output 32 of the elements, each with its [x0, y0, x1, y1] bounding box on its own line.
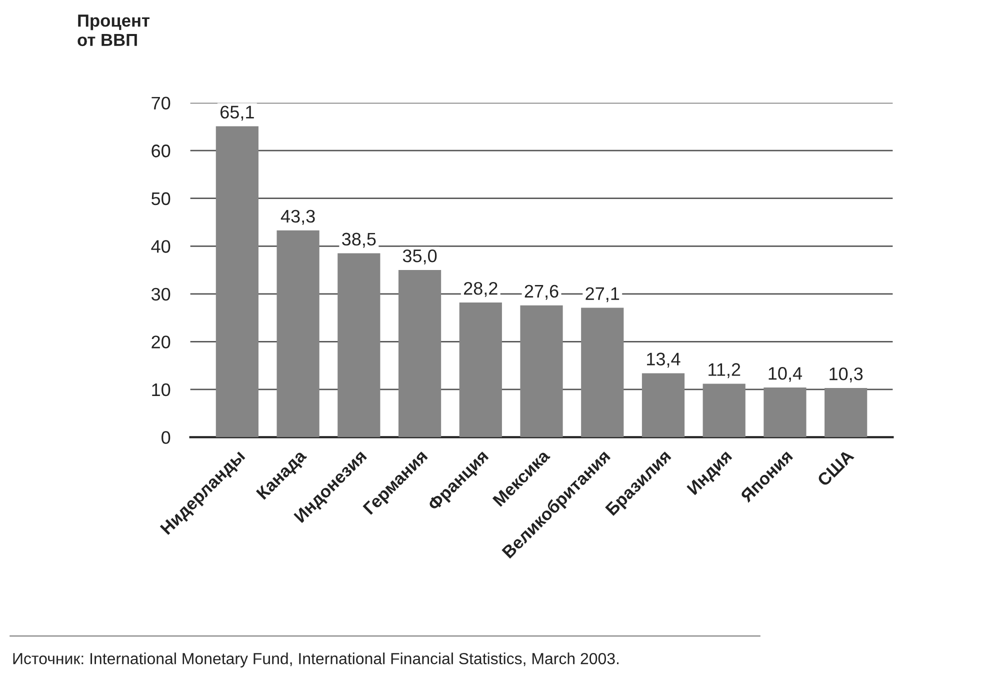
bar: [581, 308, 624, 438]
data-label: 13,4: [647, 352, 680, 368]
bar: [338, 253, 380, 438]
data-label: 27,6: [524, 284, 558, 300]
y-tick-label: 10: [152, 383, 170, 396]
y-tick-label: 0: [162, 431, 170, 444]
bar: [398, 270, 442, 438]
data-label: 27,1: [586, 287, 620, 302]
bar: [642, 373, 685, 438]
data-label: 43,3: [280, 210, 315, 225]
data-label: 28,2: [464, 282, 498, 297]
data-label: 10,4: [768, 367, 802, 382]
bar: [216, 126, 258, 438]
y-tick-label: 60: [152, 144, 170, 158]
bar: [276, 230, 320, 438]
data-label: 11,2: [708, 363, 740, 378]
bar: [459, 302, 502, 438]
y-tick-label: 40: [151, 240, 170, 253]
bar: [824, 388, 868, 438]
bar: [520, 305, 563, 438]
y-tick-label: 20: [152, 336, 170, 348]
data-label: 38,5: [342, 232, 376, 248]
y-tick-label: 30: [151, 288, 170, 301]
text: Источник: International Monetary Fund, International Financial Statistics, March 2003.: [13, 652, 619, 668]
y-axis-title: Процент от ВВП: [78, 14, 150, 46]
bar: [702, 384, 746, 438]
y-tick-label: 70: [152, 96, 170, 110]
bar: [764, 388, 806, 438]
data-label: 10,3: [830, 367, 863, 382]
y-tick-label: 50: [152, 192, 170, 206]
data-label: 35,0: [402, 249, 437, 264]
data-label: 65,1: [220, 106, 254, 121]
